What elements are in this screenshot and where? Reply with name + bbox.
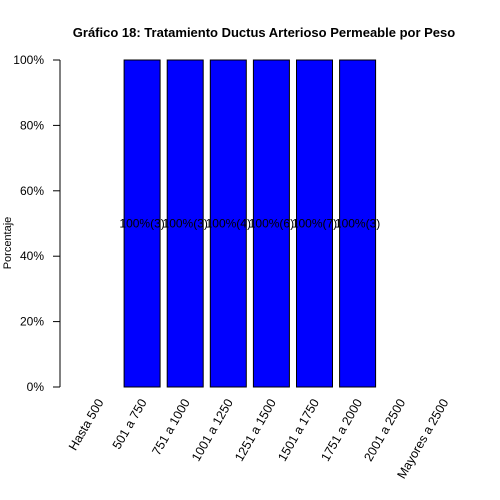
y-tick-label: 60% [20,184,44,198]
x-tick-label: 2001 a 2500 [361,396,408,463]
y-axis-ticks: 0% 20% 40% 60% 80% 100% [13,53,60,394]
data-label: 100%(3) [163,217,208,231]
x-tick-label: 1501 a 1750 [275,396,322,463]
data-label: 100%(4) [206,217,251,231]
data-labels: 100%(3)100%(3)100%(4)100%(6)100%(7)100%(… [119,217,380,231]
data-label: 100%(6) [249,217,294,231]
y-tick-label: 40% [20,249,44,263]
x-tick-label: 751 a 1000 [149,396,192,457]
data-label: 100%(7) [292,217,337,231]
x-tick-label: 1001 a 1250 [189,396,236,463]
bars [123,59,377,388]
bar [209,59,247,388]
y-tick-label: 20% [20,315,44,329]
x-tick-label: 1751 a 2000 [318,396,365,463]
y-tick-label: 0% [27,380,45,394]
y-tick-label: 100% [13,53,44,67]
bar [252,59,290,388]
y-axis-label: Porcentaje [2,217,14,270]
bar [123,59,161,388]
y-tick-label: 80% [20,118,44,132]
bar [296,59,333,388]
x-tick-label: 501 a 750 [110,396,150,451]
data-label: 100%(3) [119,217,164,231]
x-tick-label: 1251 a 1500 [232,396,279,463]
data-label: 100%(3) [335,217,380,231]
bar [339,59,377,388]
bar [166,59,204,388]
chart-title: Gráfico 18: Tratamiento Ductus Arterioso… [73,25,455,40]
x-tick-label: Hasta 500 [66,396,107,452]
